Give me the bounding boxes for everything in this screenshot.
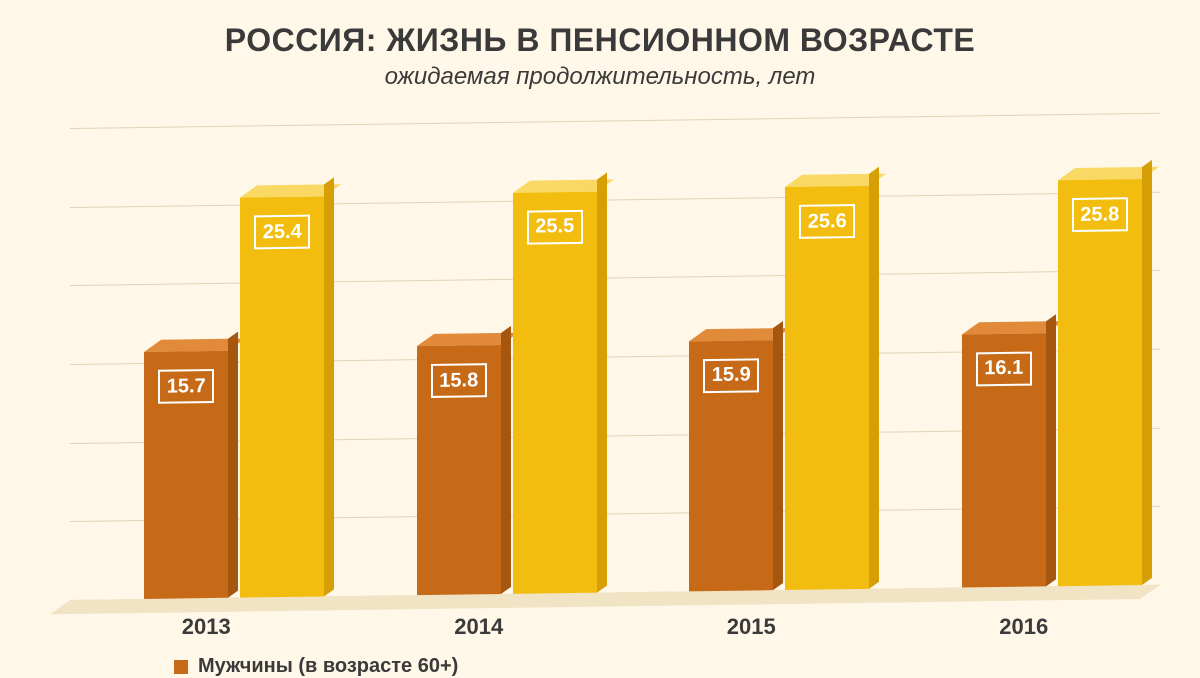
legend-swatch-men: [174, 660, 188, 674]
x-axis-label: 2016: [888, 614, 1161, 640]
chart-subtitle: ожидаемая продолжительность, лет: [0, 63, 1200, 91]
bar-men: 15.8: [417, 345, 501, 595]
bar-women: 25.6: [785, 186, 869, 590]
bar-value-label: 15.9: [703, 358, 759, 393]
x-axis: 2013201420152016: [70, 614, 1160, 640]
bar-group: 16.1 25.8: [888, 113, 1161, 589]
bar-group: 15.9 25.6: [615, 117, 888, 593]
bar-value-label: 25.6: [799, 204, 855, 239]
bar-group: 15.7 25.4: [70, 124, 343, 600]
bar-value-label: 25.4: [254, 215, 310, 250]
bar-value-label: 16.1: [976, 351, 1032, 386]
bar-men: 15.9: [689, 340, 773, 591]
bar-women: 25.4: [240, 197, 324, 598]
x-axis-label: 2015: [615, 614, 888, 640]
plot-area: 15.7 25.4 15.8 25.5 15.9 25.6 16.1 25.8: [70, 113, 1160, 600]
bar-men: 15.7: [144, 351, 228, 599]
bar-value-label: 15.7: [158, 369, 214, 404]
bar-groups: 15.7 25.4 15.8 25.5 15.9 25.6 16.1 25.8: [70, 113, 1160, 600]
bar-women: 25.8: [1058, 179, 1142, 586]
bar-group: 15.8 25.5: [343, 120, 616, 596]
x-axis-label: 2014: [343, 614, 616, 640]
bar-value-label: 25.5: [527, 210, 583, 245]
bar-value-label: 25.8: [1072, 197, 1128, 232]
chart-title: РОССИЯ: ЖИЗНЬ В ПЕНСИОННОМ ВОЗРАСТЕ: [0, 0, 1200, 59]
bar-women: 25.5: [513, 191, 597, 593]
bar-men: 16.1: [962, 333, 1046, 587]
bar-value-label: 15.8: [431, 364, 487, 399]
x-axis-label: 2013: [70, 614, 343, 640]
